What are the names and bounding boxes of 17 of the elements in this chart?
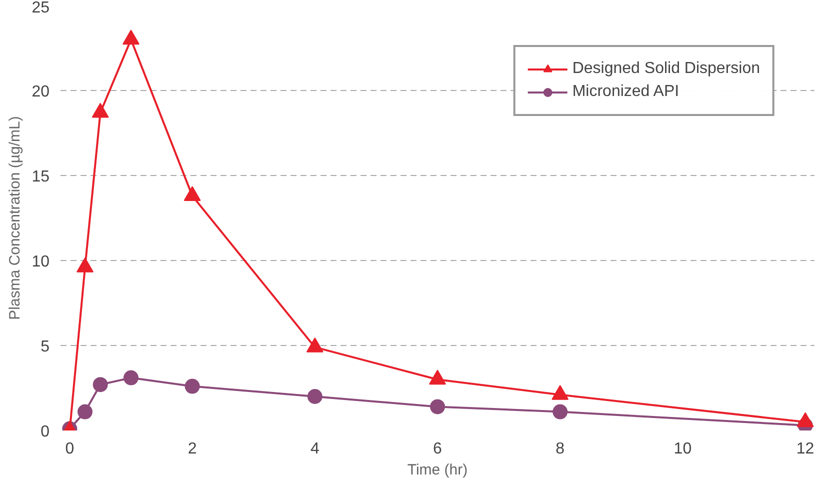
x-tick-label: 0 [65,440,74,458]
legend-label: Micronized API [572,83,680,101]
y-tick-label: 20 [32,84,50,100]
y-axis-title: Plasma Concentration (µg/mL) [6,116,24,320]
y-tick-label: 15 [32,168,50,186]
y-tick-label: 0 [40,424,50,440]
y-tick-label: 10 [32,254,50,270]
legend-label: Designed Solid Dispersion [572,60,760,78]
x-tick-label: 12 [796,440,814,458]
y-tick-label: 5 [40,338,50,356]
x-tick-label: 4 [310,440,320,458]
x-tick-label: 2 [188,440,197,458]
x-tick-label: 6 [433,440,442,458]
y-tick-label: 25 [32,0,50,16]
x-axis-title: Time (hr) [407,462,468,478]
x-tick-label: 8 [556,440,565,458]
x-tick-label: 10 [674,440,692,458]
